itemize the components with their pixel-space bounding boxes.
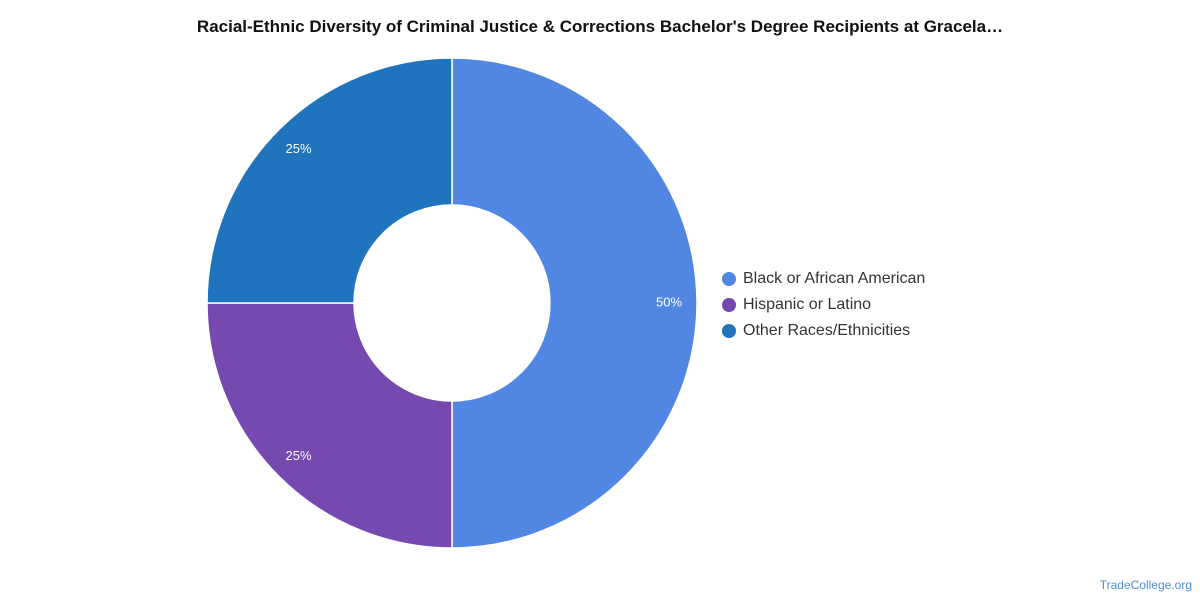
legend-item-hispanic-or-latino[interactable]: Hispanic or Latino — [722, 292, 925, 318]
legend-swatch — [722, 298, 736, 312]
slice-other-races-ethnicities[interactable] — [206, 57, 453, 304]
legend-item-black-or-african-american[interactable]: Black or African American — [722, 266, 925, 292]
footer-credit[interactable]: TradeCollege.org — [1099, 578, 1192, 592]
slice-hispanic-or-latino[interactable] — [206, 302, 453, 549]
legend: Black or African American Hispanic or Lat… — [722, 266, 925, 344]
data-label-other-races-ethnicities: 25% — [286, 141, 312, 156]
chart-title: Racial-Ethnic Diversity of Criminal Just… — [196, 17, 1004, 36]
data-label-black-or-african-american: 50% — [656, 294, 682, 309]
legend-item-other-races-ethnicities[interactable]: Other Races/Ethnicities — [722, 318, 925, 344]
data-labels-layer: 50% 25% 25% — [286, 141, 683, 463]
data-label-hispanic-or-latino: 25% — [286, 448, 312, 463]
legend-swatch — [722, 272, 736, 286]
legend-swatch — [722, 324, 736, 338]
legend-label: Hispanic or Latino — [743, 296, 872, 313]
legend-label: Black or African American — [743, 270, 926, 287]
slice-black-or-african-american[interactable] — [451, 57, 698, 549]
legend-label: Other Races/Ethnicities — [743, 322, 911, 339]
slices-layer — [206, 57, 698, 549]
